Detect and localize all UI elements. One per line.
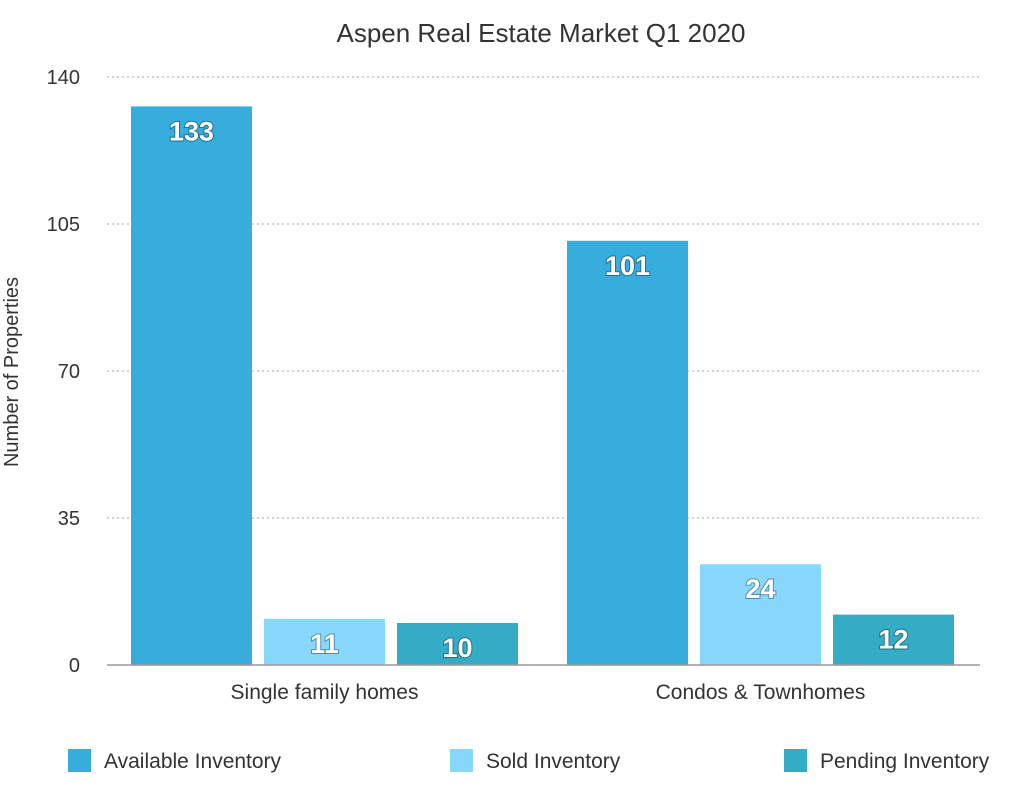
bar [567,240,688,666]
y-axis-ticks: 0 35 70 105 140 [47,67,80,677]
category-label: Condos & Townhomes [656,681,866,704]
data-label: 24 [745,574,775,604]
chart-title: Aspen Real Estate Market Q1 2020 [336,18,745,48]
y-tick-label: 70 [58,361,80,383]
x-axis-categories: Single family homes Condos & Townhomes [231,681,866,704]
bar [131,106,252,665]
legend: Available Inventory Sold Inventory Pending… [68,749,990,773]
legend-label: Available Inventory [104,750,282,773]
y-axis-label: Number of Properties [1,277,23,467]
gridlines [107,76,980,519]
data-label: 101 [605,251,650,281]
y-tick-label: 35 [58,508,80,530]
bars: 133 11 10 101 24 12 [131,106,954,666]
legend-item: Pending Inventory [784,749,990,773]
data-label: 133 [169,116,214,146]
y-tick-label: 0 [69,655,80,677]
data-label: 12 [878,625,908,655]
legend-swatch [450,749,473,772]
legend-label: Sold Inventory [486,750,621,773]
legend-item: Available Inventory [68,749,282,773]
bar [397,623,518,665]
category-label: Single family homes [231,681,419,704]
y-tick-label: 105 [47,214,80,236]
legend-swatch [784,749,807,772]
bar [264,618,385,665]
y-tick-label: 140 [47,67,80,89]
legend-item: Sold Inventory [450,749,621,773]
legend-swatch [68,749,91,772]
data-label: 11 [310,629,339,659]
bar [700,564,821,665]
legend-label: Pending Inventory [820,750,990,773]
data-label: 10 [442,633,472,663]
bar [833,614,954,665]
